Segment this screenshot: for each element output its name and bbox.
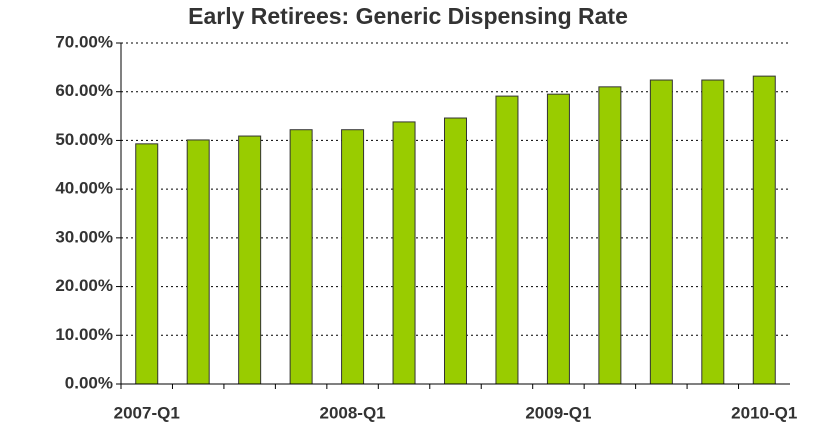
bar: [289, 129, 313, 385]
y-tick-label: 0.00%: [65, 373, 113, 392]
bar: [186, 139, 210, 385]
bar: [392, 121, 416, 385]
y-tick-label: 50.00%: [55, 130, 113, 149]
bar: [752, 75, 776, 385]
bar: [135, 143, 159, 385]
bar: [598, 86, 622, 385]
y-tick-label: 30.00%: [55, 227, 113, 246]
bar: [444, 117, 467, 385]
x-tick-label: 2009-Q1: [525, 403, 591, 422]
y-tick-label: 20.00%: [55, 276, 113, 295]
bar: [649, 79, 673, 385]
x-tick-label: 2010-Q1: [731, 403, 797, 422]
y-tick-label: 40.00%: [55, 179, 113, 198]
y-tick-label: 60.00%: [55, 81, 113, 100]
y-tick-label: 10.00%: [55, 325, 113, 344]
bar: [495, 95, 519, 385]
x-tick-label: 2008-Q1: [319, 403, 385, 422]
bar: [341, 129, 365, 385]
bar: [701, 79, 725, 385]
x-tick-label: 2007-Q1: [114, 403, 180, 422]
chart-title: Early Retirees: Generic Dispensing Rate: [188, 3, 628, 29]
bar: [238, 135, 262, 385]
bar: [546, 93, 570, 385]
y-tick-label: 70.00%: [55, 32, 113, 51]
